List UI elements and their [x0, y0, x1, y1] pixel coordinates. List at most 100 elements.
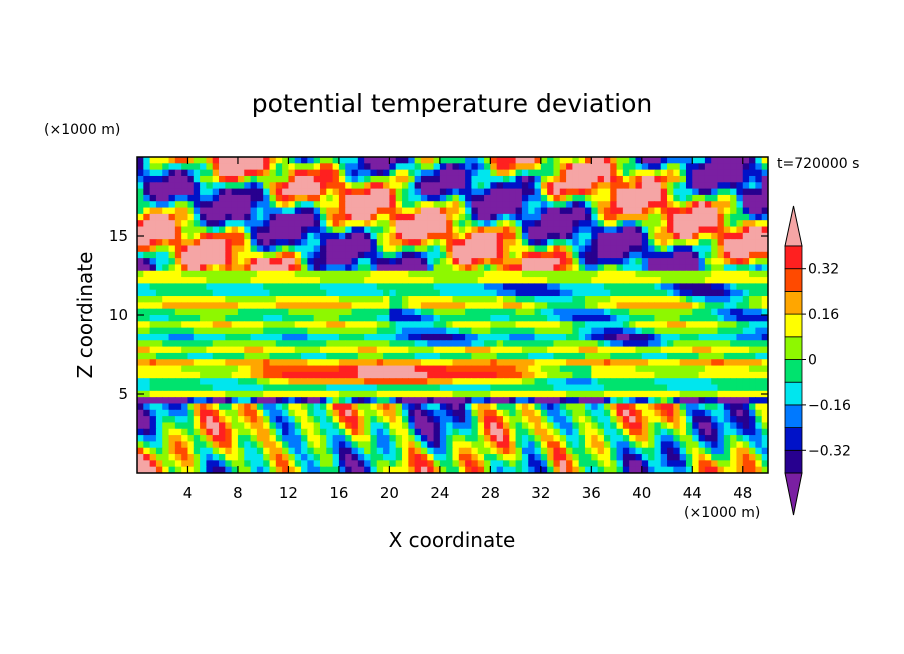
heatmap-cell: [648, 454, 656, 461]
heatmap-cell: [237, 447, 245, 455]
heatmap-cell: [162, 245, 170, 253]
heatmap-cell: [351, 302, 359, 310]
heatmap-cell: [585, 384, 592, 392]
heatmap-cell: [162, 270, 170, 278]
heatmap-cell: [547, 188, 555, 196]
heatmap-cell: [465, 340, 473, 348]
heatmap-cell: [711, 390, 719, 398]
heatmap-cell: [452, 365, 460, 373]
heatmap-cell: [402, 460, 409, 468]
heatmap-cell: [654, 327, 662, 335]
heatmap-cell: [402, 289, 409, 297]
heatmap-cell: [704, 232, 712, 240]
heatmap-cell: [313, 264, 321, 272]
heatmap-cell: [319, 416, 327, 424]
heatmap-cell: [711, 346, 719, 354]
heatmap-cell: [269, 460, 277, 468]
heatmap-cell: [408, 239, 416, 247]
heatmap-cell: [585, 352, 592, 360]
heatmap-cell: [250, 466, 258, 473]
heatmap-cell: [477, 245, 485, 253]
heatmap-cell: [275, 277, 283, 284]
heatmap-cell: [496, 201, 504, 209]
heatmap-cell: [452, 384, 460, 392]
heatmap-cell: [149, 188, 157, 196]
heatmap-cell: [667, 188, 674, 196]
heatmap-cell: [711, 157, 719, 164]
heatmap-cell: [181, 213, 189, 221]
heatmap-cell: [528, 397, 536, 405]
heatmap-cell: [717, 460, 725, 468]
heatmap-cell: [761, 365, 768, 373]
heatmap-cell: [553, 371, 561, 379]
heatmap-cell: [578, 403, 586, 411]
heatmap-cell: [698, 283, 706, 291]
heatmap-cell: [326, 157, 334, 164]
heatmap-cell: [484, 315, 491, 322]
heatmap-cell: [610, 447, 618, 455]
heatmap-cell: [603, 365, 611, 373]
heatmap-cell: [433, 239, 441, 247]
heatmap-cell: [357, 302, 365, 310]
heatmap-cell: [326, 163, 334, 171]
heatmap-cell: [484, 308, 491, 316]
heatmap-cell: [685, 409, 693, 417]
heatmap-cell: [427, 359, 435, 367]
heatmap-cell: [149, 163, 157, 171]
heatmap-cell: [509, 226, 517, 234]
heatmap-cell: [351, 226, 359, 234]
heatmap-cell: [383, 302, 390, 310]
heatmap-cell: [578, 270, 586, 278]
heatmap-cell: [704, 378, 712, 386]
heatmap-cell: [294, 182, 302, 190]
heatmap-cell: [269, 333, 277, 341]
heatmap-cell: [370, 289, 378, 297]
heatmap-cell: [200, 409, 208, 417]
heatmap-cell: [256, 251, 264, 259]
heatmap-cell: [572, 359, 580, 367]
heatmap-cell: [502, 346, 510, 354]
heatmap-cell: [370, 163, 378, 171]
heatmap-cell: [237, 270, 245, 278]
heatmap-cell: [174, 245, 182, 253]
heatmap-cell: [471, 403, 479, 411]
heatmap-cell: [212, 239, 220, 247]
heatmap-cell: [149, 340, 157, 348]
heatmap-cell: [389, 340, 397, 348]
heatmap-cell: [692, 207, 700, 215]
heatmap-cell: [616, 416, 624, 424]
heatmap-cell: [420, 163, 428, 171]
heatmap-cell: [332, 277, 340, 284]
heatmap-cell: [515, 378, 523, 386]
heatmap-cell: [395, 454, 403, 461]
heatmap-cell: [685, 270, 693, 278]
heatmap-cell: [200, 315, 208, 322]
heatmap-cell: [629, 435, 637, 442]
heatmap-cell: [717, 441, 725, 449]
heatmap-cell: [534, 283, 542, 291]
heatmap-cell: [471, 321, 479, 329]
heatmap-cell: [275, 466, 283, 473]
heatmap-cell: [319, 315, 327, 322]
heatmap-cell: [414, 283, 422, 291]
heatmap-cell: [723, 460, 731, 468]
heatmap-cell: [219, 390, 226, 398]
heatmap-cell: [200, 422, 208, 430]
heatmap-cell: [225, 371, 233, 379]
heatmap-cell: [496, 182, 504, 190]
heatmap-cell: [345, 163, 353, 171]
heatmap-cell: [263, 296, 271, 303]
heatmap-cell: [389, 157, 397, 164]
heatmap-cell: [484, 422, 491, 430]
heatmap-cell: [761, 188, 768, 196]
heatmap-cell: [282, 466, 290, 473]
heatmap-cell: [515, 188, 523, 196]
heatmap-cell: [679, 352, 687, 360]
heatmap-cell: [755, 428, 763, 436]
heatmap-cell: [282, 333, 290, 341]
heatmap-cell: [256, 163, 264, 171]
heatmap-cell: [256, 296, 264, 303]
heatmap-cell: [610, 232, 618, 240]
heatmap-cell: [698, 194, 706, 202]
heatmap-cell: [237, 226, 245, 234]
